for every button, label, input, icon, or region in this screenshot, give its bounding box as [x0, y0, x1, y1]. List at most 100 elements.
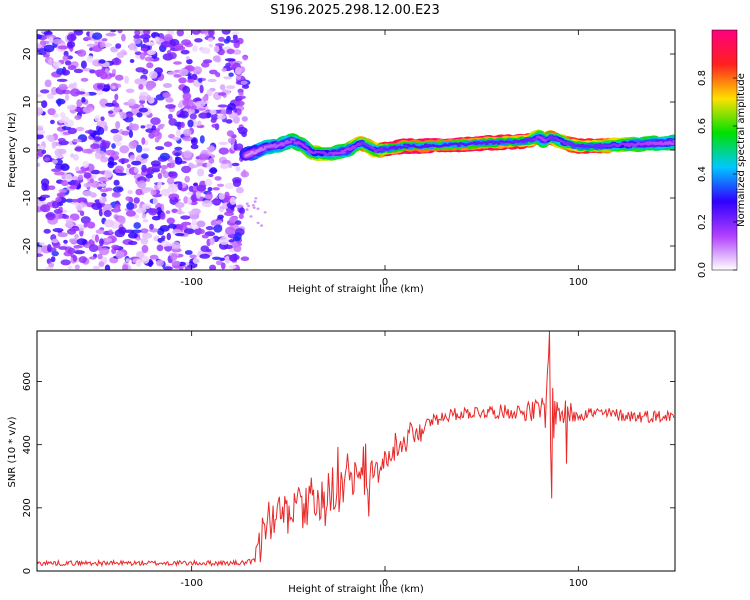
- noise-speckle: [105, 149, 116, 156]
- colorbar-ticks: 0.0 0.2 0.4 0.6 0.8: [697, 70, 737, 278]
- noise-speckle: [263, 211, 267, 214]
- noise-speckle: [113, 134, 123, 143]
- noise-speckle: [50, 119, 55, 125]
- noise-speckle: [67, 65, 77, 71]
- noise-speckle: [134, 30, 141, 36]
- snr-x-label: Height of straight line (km): [288, 584, 424, 595]
- noise-speckle: [221, 30, 231, 35]
- ridge-segment: [349, 147, 353, 151]
- noise-speckle: [108, 73, 116, 78]
- snr-y-ticks: 0 200 400 600: [22, 372, 675, 574]
- noise-speckle: [207, 187, 213, 192]
- noise-speckle: [141, 147, 150, 152]
- noise-speckle: [60, 259, 71, 266]
- noise-speckle: [141, 213, 147, 219]
- noise-speckle: [141, 153, 149, 159]
- noise-speckle: [141, 203, 152, 209]
- noise-speckle: [213, 45, 220, 53]
- noise-speckle: [186, 58, 193, 65]
- ridge-segment: [284, 139, 289, 143]
- noise-speckle: [94, 69, 105, 77]
- noise-speckle: [115, 121, 121, 129]
- ridge-segment: [283, 141, 287, 145]
- noise-speckle: [142, 187, 154, 192]
- noise-speckle: [114, 165, 125, 174]
- noise-speckle: [72, 138, 82, 143]
- ridge-segment: [258, 147, 263, 150]
- noise-speckle: [192, 44, 198, 53]
- noise-speckle: [197, 168, 205, 177]
- noise-speckle: [75, 203, 83, 211]
- noise-speckle: [221, 262, 226, 270]
- noise-speckle: [216, 183, 225, 187]
- noise-speckle: [208, 145, 215, 153]
- noise-speckle: [219, 205, 228, 210]
- noise-speckle: [215, 260, 223, 266]
- noise-speckle: [144, 41, 156, 46]
- noise-speckle: [209, 237, 215, 245]
- noise-speckle: [198, 112, 209, 119]
- noise-speckle: [63, 239, 68, 244]
- noise-speckle: [99, 41, 106, 48]
- noise-speckle: [166, 232, 171, 241]
- noise-speckle: [247, 204, 250, 208]
- noise-speckle: [89, 178, 95, 184]
- noise-speckle: [58, 188, 67, 193]
- noise-speckle: [108, 229, 113, 234]
- noise-speckle: [134, 51, 142, 56]
- noise-speckle: [104, 264, 111, 270]
- noise-speckle: [135, 207, 147, 214]
- spectrogram-y-label: Frequency (Hz): [7, 112, 18, 188]
- noise-speckle: [101, 88, 109, 92]
- noise-speckle: [75, 126, 85, 132]
- noise-speckle: [166, 217, 175, 225]
- noise-speckle: [58, 83, 68, 91]
- noise-speckle: [126, 202, 135, 211]
- noise-speckle: [64, 94, 70, 101]
- noise-speckle: [174, 152, 181, 157]
- noise-speckle: [179, 110, 189, 119]
- noise-speckle: [214, 73, 220, 77]
- noise-speckle: [202, 59, 213, 64]
- noise-speckle: [67, 265, 73, 270]
- noise-speckle: [163, 141, 173, 147]
- noise-speckle: [86, 55, 94, 63]
- noise-speckle: [187, 119, 194, 128]
- noise-speckle: [116, 51, 125, 58]
- noise-speckle: [210, 199, 222, 205]
- noise-speckle: [129, 42, 136, 50]
- noise-speckle: [133, 222, 141, 229]
- noise-speckle: [226, 48, 235, 55]
- noise-speckle: [129, 59, 135, 63]
- noise-speckle: [96, 84, 104, 90]
- noise-speckle: [141, 164, 147, 173]
- noise-speckle: [139, 52, 146, 60]
- noise-speckle: [192, 258, 201, 264]
- noise-speckle: [127, 232, 138, 239]
- noise-speckle: [114, 57, 120, 64]
- noise-speckle: [199, 84, 204, 94]
- snr-y-label: SNR (10 * v/v): [7, 416, 18, 487]
- ridge-segment: [554, 136, 559, 140]
- noise-speckle: [131, 229, 142, 234]
- noise-speckle: [183, 228, 195, 235]
- noise-speckle: [51, 141, 57, 149]
- noise-speckle: [148, 208, 158, 216]
- noise-speckle: [98, 183, 107, 187]
- noise-speckle: [139, 91, 149, 96]
- ridge-segment: [350, 145, 355, 149]
- snr-frame: [36, 330, 676, 572]
- noise-speckle: [82, 160, 89, 168]
- noise-speckle: [200, 30, 209, 34]
- noise-speckle: [181, 165, 192, 174]
- ridge-segment: [368, 144, 373, 148]
- noise-speckle: [89, 256, 97, 260]
- noise-speckle: [260, 224, 264, 227]
- noise-speckle: [235, 37, 244, 45]
- noise-speckle: [252, 206, 256, 209]
- noise-speckle: [233, 245, 242, 253]
- noise-speckle: [181, 221, 192, 226]
- noise-speckle: [200, 245, 210, 252]
- noise-speckle: [125, 88, 135, 94]
